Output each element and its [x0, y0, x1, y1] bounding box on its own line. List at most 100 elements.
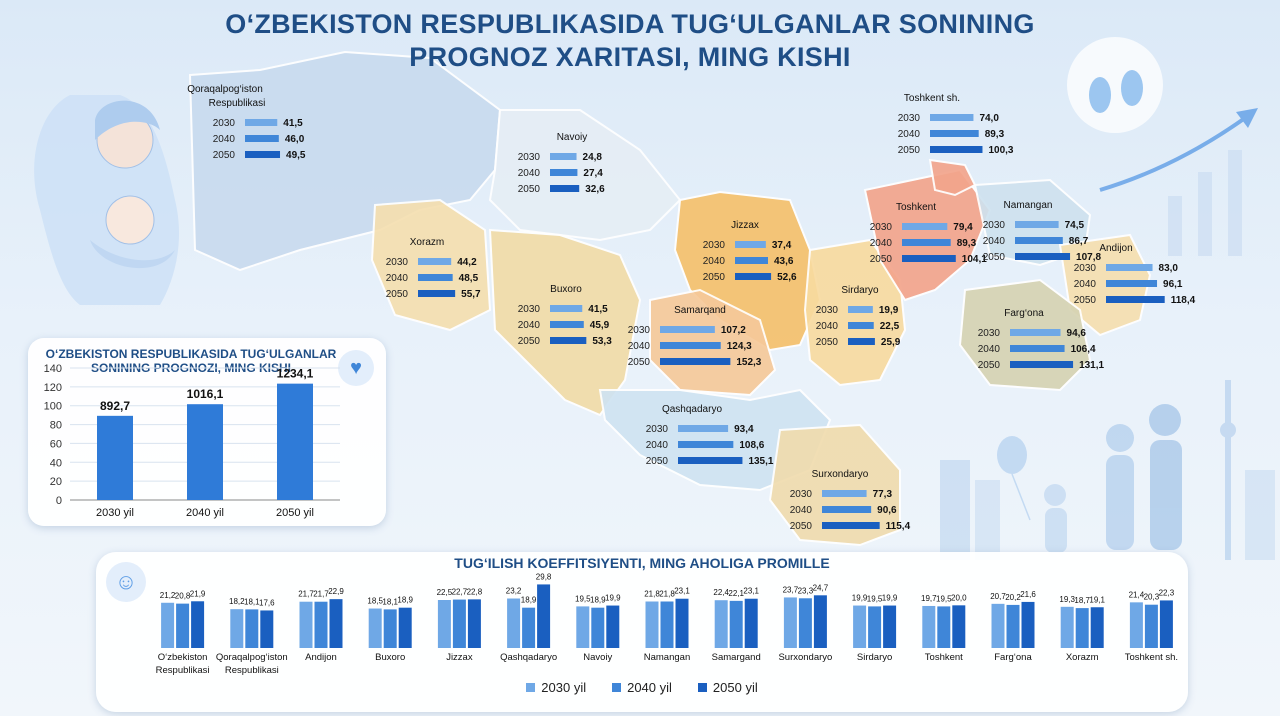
region-bar: [550, 305, 583, 312]
fertility-bar: [1159, 600, 1173, 648]
region-bar: [930, 114, 974, 121]
region-bar: [550, 337, 587, 344]
region-name: Toshkent sh.: [904, 93, 960, 104]
mini-ytick-label: 80: [50, 420, 62, 432]
region-value-label: 124,3: [727, 341, 752, 352]
region-value-label: 104,1: [962, 254, 987, 265]
fertility-bar: [783, 597, 797, 648]
fertility-bar: [1021, 601, 1035, 648]
fertility-category-label: Andijon: [305, 652, 337, 663]
fertility-value-label: 21,7: [313, 590, 329, 599]
region-year-label: 2040: [518, 320, 541, 331]
fertility-value-label: 18,9: [397, 596, 413, 605]
region-year-label: 2030: [790, 489, 813, 500]
region-bar: [848, 322, 874, 329]
fertility-bar: [467, 599, 481, 648]
region-value-label: 27,4: [583, 168, 603, 179]
fertility-value-label: 21,4: [1129, 590, 1145, 599]
region-year-label: 2030: [983, 220, 1006, 231]
mini-ytick-label: 20: [50, 476, 62, 488]
region-bar: [678, 425, 729, 432]
region-name: Buxoro: [550, 284, 582, 295]
fertility-category-label: Sirdaryo: [857, 652, 892, 663]
region-year-label: 2040: [870, 238, 893, 249]
mini-ytick-label: 60: [50, 438, 62, 450]
family-silhouette: [997, 404, 1182, 553]
fertility-value-label: 20,2: [1005, 593, 1021, 602]
region-bar: [1015, 237, 1063, 244]
region-year-label: 2030: [898, 113, 921, 124]
region-name: Surxondaryo: [812, 469, 869, 480]
region-year-label: 2040: [646, 440, 669, 451]
region-year-label: 2050: [628, 357, 651, 368]
region-year-label: 2040: [518, 168, 541, 179]
fertility-panel: TUG‘ILISH KOEFFITSIYENTI, MING AHOLIGA P…: [96, 552, 1188, 712]
region-bar: [1106, 296, 1165, 303]
fertility-bar: [537, 584, 551, 648]
region-bar: [930, 146, 983, 153]
main-title-line2: PROGNOZ XARITASI, MING KISHI: [409, 42, 851, 72]
region-bar: [245, 119, 278, 126]
region-year-label: 2050: [386, 289, 409, 300]
region-bar: [822, 506, 872, 513]
legend-item-2050: 2050 yil: [697, 680, 758, 695]
fertility-category-label: Toshkent sh.: [1125, 652, 1178, 663]
fertility-category-label: Namangan: [644, 652, 690, 663]
fertility-bar: [1006, 604, 1020, 648]
region-name: Samarqand: [674, 305, 726, 316]
region-value-label: 100,3: [988, 145, 1013, 156]
fertility-bar: [398, 607, 412, 648]
mini-value-label: 892,7: [100, 399, 130, 413]
births-forecast-title-text: O‘ZBEKISTON RESPUBLIKASIDA TUG‘ULGANLAR …: [45, 347, 337, 375]
baby-face-icon: ☺: [106, 562, 146, 602]
fertility-value-label: 22,9: [328, 587, 344, 596]
fertility-value-label: 19,9: [882, 594, 898, 603]
fertility-value-label: 21,8: [644, 589, 660, 598]
mini-value-label: 1234,1: [277, 367, 314, 381]
region-year-label: 2050: [983, 252, 1006, 263]
region-year-label: 2040: [898, 129, 921, 140]
region-name: Farg‘ona: [1004, 308, 1044, 319]
region-value-label: 49,5: [286, 150, 306, 161]
region-name: Qoraqalpog‘iston Respublikasi: [187, 84, 265, 109]
fertility-bar: [922, 605, 936, 648]
fertility-value-label: 18,7: [1074, 596, 1090, 605]
fertility-value-label: 22,3: [1159, 588, 1175, 597]
fertility-legend: 2030 yil 2040 yil 2050 yil: [96, 680, 1188, 695]
region-bar: [735, 257, 768, 264]
fertility-value-label: 18,9: [521, 596, 537, 605]
fertility-value-label: 21,9: [190, 589, 206, 598]
region-year-label: 2050: [518, 184, 541, 195]
fertility-category-label: Samargand: [712, 652, 761, 663]
region-year-label: 2050: [898, 145, 921, 156]
legend-swatch-2050: [697, 683, 707, 692]
region-bar: [678, 441, 734, 448]
fertility-value-label: 20,3: [1144, 593, 1160, 602]
fertility-value-label: 21,8: [659, 589, 675, 598]
fertility-value-label: 19,3: [1059, 595, 1075, 604]
fertility-bar: [507, 598, 521, 648]
fertility-bar: [645, 601, 659, 648]
region-value-label: 96,1: [1163, 279, 1183, 290]
region-bar: [1010, 329, 1061, 336]
region-bar: [1015, 253, 1071, 260]
region-year-label: 2050: [816, 337, 839, 348]
legend-item-2030: 2030 yil: [526, 680, 586, 695]
fertility-value-label: 20,8: [175, 592, 191, 601]
region-bar: [902, 223, 948, 230]
region-value-label: 118,4: [1171, 295, 1196, 306]
region-value-label: 107,2: [721, 325, 746, 336]
region-year-label: 2040: [816, 321, 839, 332]
fertility-bar: [260, 610, 274, 648]
fertility-value-label: 22,8: [467, 587, 483, 596]
region-value-label: 41,5: [588, 304, 608, 315]
fertility-value-label: 21,7: [298, 590, 314, 599]
fertility-bar: [606, 605, 620, 648]
fertility-value-label: 18,1: [382, 597, 398, 606]
fertility-category-label: Navoiy: [583, 652, 612, 663]
fertility-bar: [937, 606, 951, 648]
region-value-label: 77,3: [873, 489, 893, 500]
region-year-label: 2040: [213, 134, 236, 145]
region-value-label: 46,0: [285, 134, 305, 145]
fertility-bar: [883, 605, 897, 648]
